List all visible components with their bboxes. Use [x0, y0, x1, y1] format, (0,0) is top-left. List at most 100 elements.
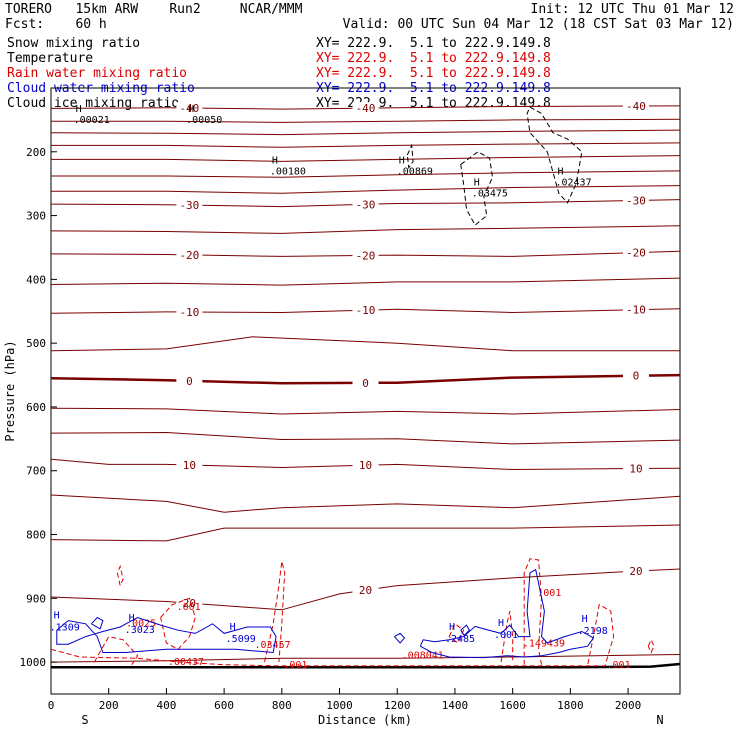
field-xy-temperature: XY= 222.9. 5.1 to 222.9.149.8 [316, 51, 551, 66]
isotherm-label: 20 [629, 565, 642, 578]
isotherm-label-bg [622, 100, 649, 113]
isotherm-label-bg [622, 369, 649, 382]
rain-contour [160, 597, 196, 650]
isotherm-line [51, 118, 681, 123]
isotherm-label-bg [622, 194, 649, 207]
cloud-water-max-marker: H [449, 622, 455, 633]
isotherm-label-bg [176, 306, 203, 319]
cloud-water-contour [419, 568, 595, 659]
isotherm-label: -20 [356, 249, 376, 262]
x-tick-label: 400 [156, 699, 176, 712]
x-axis-label: Distance (km) [318, 713, 412, 727]
isotherm-label-bg [176, 597, 203, 610]
cloud-water-max-marker: H [54, 610, 60, 621]
y-axis-label: Pressure (hPa) [3, 340, 17, 441]
isotherm-label-bg [352, 376, 379, 389]
rain-max-value: .0025 [126, 619, 156, 630]
isotherm-label-bg [622, 246, 649, 259]
isotherm-label-bg [176, 374, 203, 387]
isotherm-label: 10 [629, 463, 642, 476]
snow-max-marker: H [188, 104, 194, 115]
isotherm-label: 0 [186, 375, 193, 388]
x-tick-label: 0 [48, 699, 55, 712]
isotherm-label-bg [352, 102, 379, 115]
cloud-water-max-marker: H [129, 613, 135, 624]
isotherm-line [50, 458, 681, 471]
y-tick-label: 800 [26, 529, 46, 542]
rain-contour [647, 638, 655, 654]
cloud-water-max-value: .1309 [50, 622, 80, 633]
snow-contour [460, 151, 494, 226]
isotherm-line [51, 155, 681, 162]
x-tick-label: 200 [99, 699, 119, 712]
snow-max-value: .00050 [186, 115, 222, 126]
isotherm-label: -40 [626, 100, 646, 113]
y-tick-label: 500 [26, 337, 46, 350]
rain-max-value: .001 [607, 660, 631, 671]
x-tick-label: 1200 [384, 699, 411, 712]
snow-max-marker: H [474, 177, 480, 188]
cloud-water-max-value: .001 [494, 630, 518, 641]
y-tick-label: 900 [26, 592, 46, 605]
cloud-water-contour [56, 616, 277, 654]
cloud-water-max-marker: H [582, 614, 588, 625]
snow-max-marker: H [557, 166, 563, 177]
x-tick-label: 1600 [499, 699, 526, 712]
isotherm-label-bg [622, 303, 649, 316]
isotherm-label: 10 [183, 459, 196, 472]
rain-max-value: .149439 [523, 638, 565, 649]
rain-contour [93, 636, 139, 665]
isotherm-label: -30 [626, 194, 646, 207]
rain-max-value: .001 [283, 660, 307, 671]
isotherm-label-bg [352, 584, 379, 597]
cloud-water-max-marker: H [230, 622, 236, 633]
isotherm-line [50, 431, 681, 445]
isotherm-line [51, 170, 681, 178]
isotherm-line [51, 142, 681, 148]
isotherm-label: -10 [356, 304, 376, 317]
y-tick-label: 1000 [20, 656, 47, 669]
field-label-snow: Snow mixing ratio [7, 36, 141, 51]
isotherm-label: -30 [179, 199, 199, 212]
isotherm-label: -10 [179, 306, 199, 319]
field-label-cloud-ice: Cloud ice mixing ratio [7, 96, 180, 111]
rain-max-value: .00437 [168, 657, 204, 668]
cloud-water-max-value: .3023 [125, 625, 155, 636]
snow-max-value: .00180 [270, 167, 306, 178]
rain-contour [500, 610, 514, 663]
cloud-water-max-value: .2485 [445, 634, 475, 645]
isotherm-line [50, 225, 681, 234]
isotherm-line [50, 277, 681, 286]
x-tick-label: 1400 [442, 699, 469, 712]
isotherm-line [50, 105, 681, 110]
isotherm-label-bg [622, 565, 649, 578]
snow-max-value: .03475 [472, 188, 508, 199]
rain-contour [116, 564, 124, 588]
init-time: Init: 12 UTC Thu 01 Mar 12 [530, 2, 735, 17]
isotherm-line [50, 336, 680, 352]
isotherm-label: 20 [359, 584, 372, 597]
isotherm-line [50, 654, 681, 663]
isotherm-label-bg [352, 198, 379, 211]
isotherm-label-bg [176, 458, 203, 471]
isotherm-label: -40 [179, 102, 199, 115]
field-label-rain: Rain water mixing ratio [7, 66, 188, 81]
snow-max-value: .02437 [555, 177, 591, 188]
plot-frame [50, 87, 681, 695]
isotherm-line [50, 494, 681, 513]
isotherm-label: 0 [362, 377, 369, 390]
isotherm-label-bg [352, 304, 379, 317]
y-tick-label: 700 [26, 465, 46, 478]
cloud-water-max-value: .2198 [578, 626, 608, 637]
isotherm-label-bg [352, 249, 379, 262]
isotherm-line [50, 129, 681, 136]
rain-max-value: .001 [537, 588, 561, 599]
direction-north: N [656, 713, 663, 727]
isotherm-line [50, 308, 681, 314]
direction-south: S [81, 713, 88, 727]
isotherm-line [50, 524, 681, 542]
isotherm-label-bg [622, 462, 649, 475]
isotherm-label: 10 [359, 459, 372, 472]
isotherm-label-bg [176, 199, 203, 212]
